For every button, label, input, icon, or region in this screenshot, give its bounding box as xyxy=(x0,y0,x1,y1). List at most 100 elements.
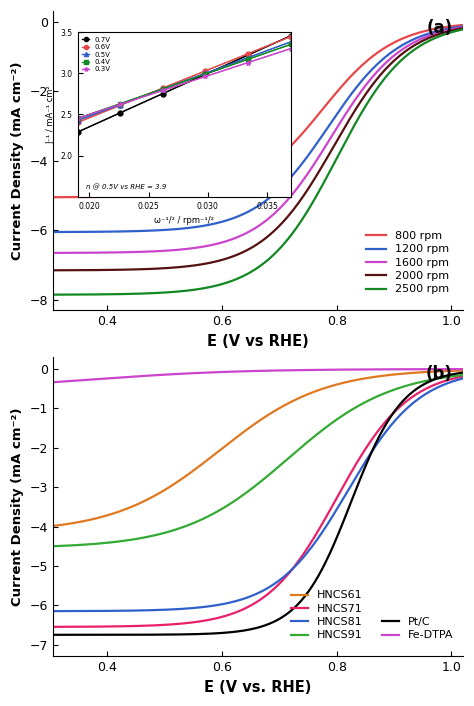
2500 rpm xyxy=(460,25,466,34)
HNCS61 xyxy=(460,366,466,375)
2500 rpm xyxy=(359,108,365,116)
Pt/C xyxy=(50,630,56,639)
Fe-DTPA xyxy=(359,365,365,373)
Y-axis label: Current Density (mA cm⁻²): Current Density (mA cm⁻²) xyxy=(11,407,24,606)
Line: 800 rpm: 800 rpm xyxy=(53,25,463,197)
HNCS71 xyxy=(292,562,297,570)
800 rpm xyxy=(324,100,329,109)
Line: HNCS61: HNCS61 xyxy=(53,371,463,526)
Text: (b): (b) xyxy=(426,365,453,383)
Line: HNCS81: HNCS81 xyxy=(53,378,463,611)
HNCS91 xyxy=(324,423,329,431)
HNCS61 xyxy=(155,489,161,498)
HNCS81 xyxy=(359,464,365,472)
HNCS71 xyxy=(50,623,56,631)
Line: 1200 rpm: 1200 rpm xyxy=(53,26,463,232)
HNCS61 xyxy=(50,522,56,530)
HNCS81 xyxy=(123,606,128,615)
2000 rpm xyxy=(236,250,241,258)
1200 rpm xyxy=(359,77,365,85)
1600 rpm xyxy=(324,140,329,148)
Legend: 800 rpm, 1200 rpm, 1600 rpm, 2000 rpm, 2500 rpm: 800 rpm, 1200 rpm, 1600 rpm, 2000 rpm, 2… xyxy=(361,227,453,299)
2500 rpm xyxy=(236,274,241,282)
HNCS71 xyxy=(359,450,365,459)
800 rpm xyxy=(123,192,128,201)
2000 rpm xyxy=(292,204,297,213)
2000 rpm xyxy=(324,154,329,162)
Pt/C xyxy=(324,556,329,564)
HNCS91 xyxy=(123,537,128,545)
HNCS81 xyxy=(50,607,56,616)
2500 rpm xyxy=(123,289,128,298)
X-axis label: E (V vs RHE): E (V vs RHE) xyxy=(207,334,309,349)
Legend: Pt/C, Fe-DTPA: Pt/C, Fe-DTPA xyxy=(377,613,457,645)
HNCS71 xyxy=(155,621,161,630)
Fe-DTPA xyxy=(324,366,329,374)
2500 rpm xyxy=(155,289,161,297)
Pt/C xyxy=(359,471,365,479)
Y-axis label: Current Density (mA cm⁻²): Current Density (mA cm⁻²) xyxy=(11,61,24,260)
1600 rpm xyxy=(359,86,365,95)
1600 rpm xyxy=(50,249,56,257)
HNCS61 xyxy=(292,396,297,405)
Fe-DTPA xyxy=(50,378,56,386)
HNCS61 xyxy=(123,505,128,513)
HNCS61 xyxy=(324,383,329,392)
HNCS91 xyxy=(236,494,241,503)
HNCS61 xyxy=(236,431,241,440)
HNCS91 xyxy=(460,371,466,379)
2000 rpm xyxy=(155,264,161,273)
1200 rpm xyxy=(460,22,466,30)
800 rpm xyxy=(359,61,365,70)
Fe-DTPA xyxy=(236,367,241,376)
Fe-DTPA xyxy=(292,366,297,374)
2000 rpm xyxy=(460,24,466,32)
Text: (a): (a) xyxy=(427,18,453,37)
Pt/C xyxy=(460,369,466,377)
800 rpm xyxy=(292,138,297,146)
Pt/C xyxy=(236,627,241,635)
1600 rpm xyxy=(123,248,128,256)
1200 rpm xyxy=(292,169,297,177)
1600 rpm xyxy=(292,187,297,196)
800 rpm xyxy=(236,178,241,186)
Fe-DTPA xyxy=(123,373,128,381)
1200 rpm xyxy=(324,125,329,133)
2000 rpm xyxy=(123,265,128,274)
Line: HNCS91: HNCS91 xyxy=(53,375,463,546)
800 rpm xyxy=(155,191,161,200)
2500 rpm xyxy=(324,173,329,181)
1200 rpm xyxy=(236,212,241,220)
1600 rpm xyxy=(155,247,161,256)
Line: HNCS71: HNCS71 xyxy=(53,376,463,627)
Line: 1600 rpm: 1600 rpm xyxy=(53,28,463,253)
Pt/C xyxy=(123,630,128,639)
2000 rpm xyxy=(359,96,365,104)
800 rpm xyxy=(460,20,466,29)
1600 rpm xyxy=(236,232,241,241)
800 rpm xyxy=(50,193,56,201)
1200 rpm xyxy=(123,227,128,236)
Line: 2000 rpm: 2000 rpm xyxy=(53,28,463,270)
HNCS81 xyxy=(155,606,161,614)
Line: Fe-DTPA: Fe-DTPA xyxy=(53,369,463,382)
Line: 2500 rpm: 2500 rpm xyxy=(53,30,463,294)
HNCS61 xyxy=(359,375,365,383)
HNCS91 xyxy=(155,530,161,539)
HNCS81 xyxy=(324,521,329,530)
HNCS91 xyxy=(359,400,365,408)
HNCS71 xyxy=(236,607,241,616)
2000 rpm xyxy=(50,266,56,275)
HNCS71 xyxy=(324,512,329,520)
Line: Pt/C: Pt/C xyxy=(53,373,463,635)
X-axis label: E (V vs. RHE): E (V vs. RHE) xyxy=(204,680,311,695)
HNCS71 xyxy=(123,622,128,630)
Fe-DTPA xyxy=(460,365,466,373)
HNCS71 xyxy=(460,372,466,381)
1200 rpm xyxy=(50,228,56,237)
2500 rpm xyxy=(50,290,56,299)
1200 rpm xyxy=(155,226,161,234)
HNCS81 xyxy=(460,374,466,383)
HNCS81 xyxy=(292,563,297,571)
Pt/C xyxy=(155,630,161,639)
